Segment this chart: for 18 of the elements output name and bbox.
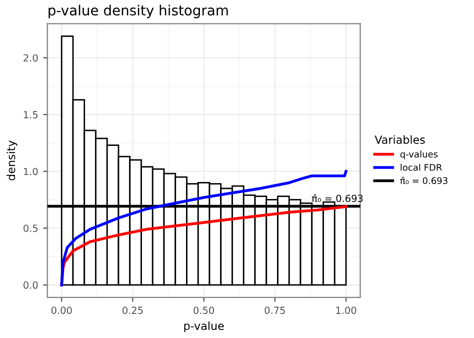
x-tick-label: 0.00 (51, 306, 72, 314)
x-tick-label: 0.25 (122, 306, 143, 314)
y-tick-label: 0.5 (24, 224, 38, 232)
ref-line-label: π̂₀ = 0.693 (312, 194, 363, 202)
chart-title: p-value density histogram (48, 4, 228, 18)
legend-label: q-values (400, 150, 438, 160)
x-tick-label: 0.75 (264, 306, 285, 314)
y-axis-title: density (6, 140, 18, 180)
x-tick-label: 0.50 (194, 306, 214, 314)
y-tick-label: 0.0 (24, 281, 38, 289)
y-tick-label: 1.5 (24, 111, 38, 118)
y-tick-label: 1.0 (24, 168, 38, 176)
y-tick-label: 2.0 (24, 54, 38, 62)
legend-label: local FDR (400, 164, 442, 171)
x-axis-title: p-value (184, 321, 224, 332)
x-tick-label: 1.00 (336, 306, 356, 314)
legend-title: Variables (374, 135, 425, 144)
text: π̂₀ = 0.693 (400, 176, 448, 184)
